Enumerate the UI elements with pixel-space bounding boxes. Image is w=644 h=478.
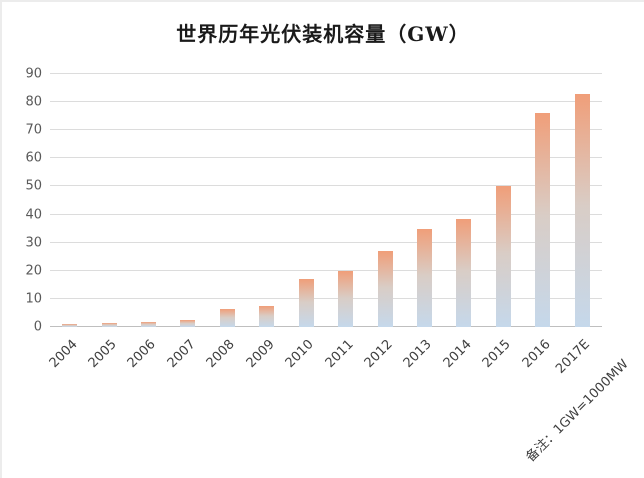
y-tick-label-90: 90 <box>25 66 42 82</box>
gridline-50 <box>50 185 602 187</box>
y-tick-label-30: 30 <box>25 235 42 251</box>
bar-slot-2004 <box>50 74 89 327</box>
bar-2012 <box>377 251 393 327</box>
x-tick-label-2008: 2008 <box>204 337 239 372</box>
bar-slot-2017E <box>562 74 601 327</box>
gridline-30 <box>50 241 602 243</box>
x-tick-label-2014: 2014 <box>440 337 475 372</box>
x-tick-label-2010: 2010 <box>282 337 317 372</box>
y-tick-label-40: 40 <box>25 207 42 223</box>
y-tick-label-50: 50 <box>25 178 42 194</box>
bar-2015 <box>495 186 511 327</box>
bar-slot-2009 <box>247 74 286 327</box>
x-tick-label-2016: 2016 <box>519 337 554 372</box>
footnote: 备注：1GW=1000MW <box>523 356 632 466</box>
gridline-40 <box>50 213 602 215</box>
x-tick-label-2009: 2009 <box>243 337 278 372</box>
x-tick-label-2013: 2013 <box>401 337 436 372</box>
gridline-60 <box>50 157 602 159</box>
x-tick-label-2011: 2011 <box>322 337 357 372</box>
x-tick-label-2012: 2012 <box>361 337 396 372</box>
bar-slot-2011 <box>326 74 365 327</box>
bar-2014 <box>456 218 472 327</box>
gridline-10 <box>50 297 602 299</box>
bar-slot-2007 <box>168 74 207 327</box>
bar-slot-2012 <box>365 74 404 327</box>
y-tick-label-20: 20 <box>25 263 42 279</box>
bar-2006 <box>141 322 157 327</box>
bars-container <box>50 74 602 327</box>
bar-2008 <box>219 308 235 327</box>
bar-slot-2016 <box>523 74 562 327</box>
y-tick-label-80: 80 <box>25 94 42 110</box>
bar-2005 <box>101 323 117 327</box>
y-tick-label-10: 10 <box>25 291 42 307</box>
bar-slot-2015 <box>484 74 523 327</box>
gridline-80 <box>50 101 602 103</box>
bar-2009 <box>259 305 275 327</box>
bar-slot-2008 <box>208 74 247 327</box>
x-tick-label-2017E: 2017E <box>553 337 593 377</box>
x-tick-label-2005: 2005 <box>85 337 120 372</box>
y-tick-label-60: 60 <box>25 150 42 166</box>
x-tick-label-2007: 2007 <box>164 337 199 372</box>
bar-2010 <box>298 279 314 327</box>
gridline-90 <box>50 73 602 74</box>
x-tick-label-2004: 2004 <box>46 337 81 372</box>
bar-2004 <box>62 324 78 327</box>
bar-2007 <box>180 319 196 327</box>
y-tick-label-70: 70 <box>25 122 42 138</box>
x-tick-label-2015: 2015 <box>480 337 515 372</box>
x-tick-label-2006: 2006 <box>125 337 160 372</box>
gridline-20 <box>50 269 602 271</box>
y-tick-label-0: 0 <box>33 319 42 335</box>
plot-area: 0 10 20 30 40 50 60 70 80 90 <box>25 68 602 334</box>
bar-slot-2014 <box>444 74 483 327</box>
bar-slot-2006 <box>129 74 168 327</box>
bar-2017E <box>574 93 590 327</box>
bar-2013 <box>417 228 432 327</box>
bar-slot-2010 <box>287 74 326 327</box>
bar-2016 <box>535 113 551 327</box>
chart-title: 世界历年光伏装机容量（GW） <box>176 22 470 46</box>
bar-2011 <box>338 270 354 327</box>
bar-slot-2013 <box>405 74 444 327</box>
gridline-0 <box>50 326 602 327</box>
bar-slot-2005 <box>89 74 128 327</box>
gridline-70 <box>50 129 602 131</box>
